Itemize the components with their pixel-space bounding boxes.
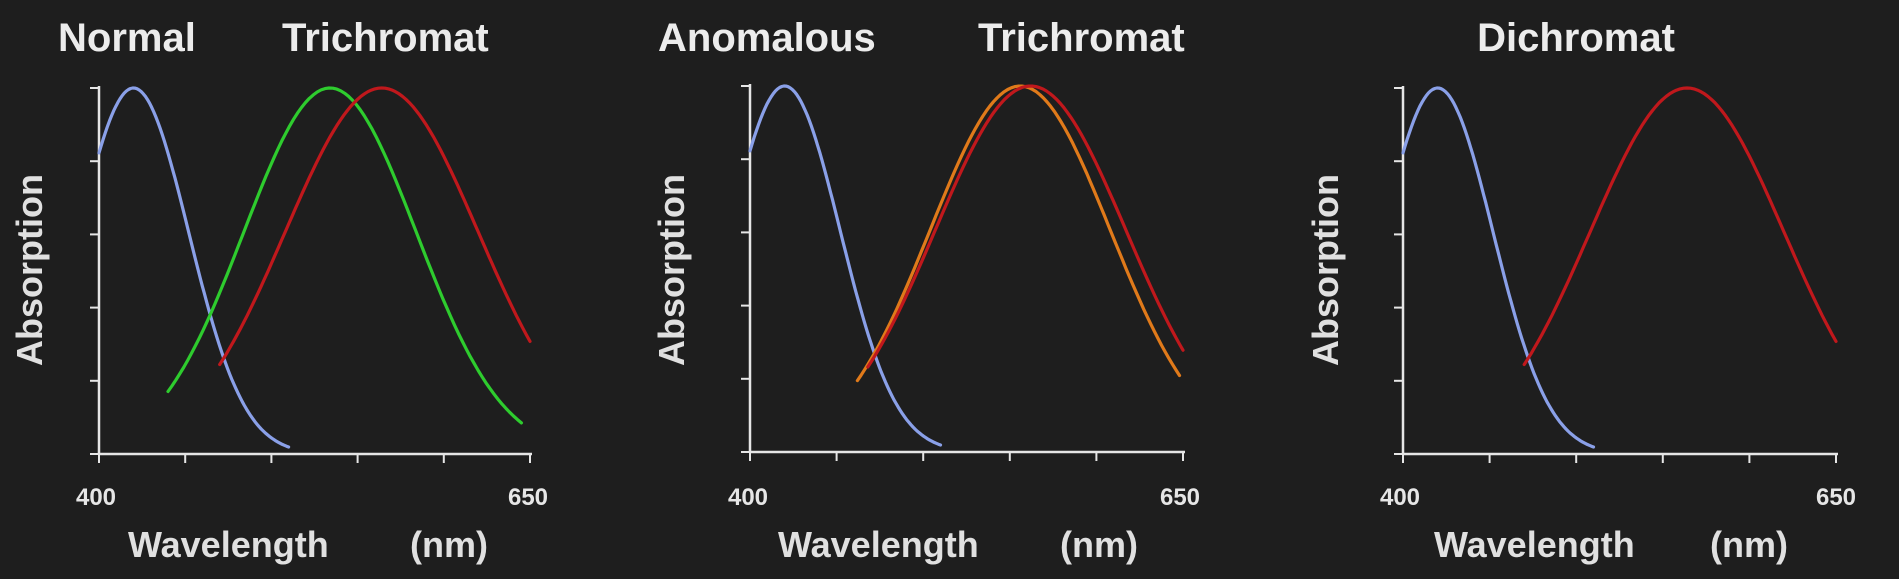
absorption-curve-0: [97, 86, 291, 449]
panel-title-right: Trichromat: [978, 16, 1185, 60]
y-axis-label: Absorption: [651, 174, 692, 366]
chart-panel-dichromat: Dichromat Absorption 400 650 Wavelength …: [1305, 16, 1856, 565]
x-axis-label: Wavelength: [128, 524, 329, 565]
axes-and-curves: [1394, 86, 1838, 463]
chart-panel-anomalous-trichromat: Anomalous Trichromat Absorption 400 650 …: [651, 16, 1200, 565]
panel-title-right: Dichromat: [1477, 16, 1675, 60]
chart-panel-normal-trichromat: Normal Trichromat Absorption 400 650 Wav…: [9, 16, 548, 565]
absorption-curve-2: [218, 86, 532, 367]
panel-title-left: Anomalous: [658, 16, 876, 60]
y-axis-label: Absorption: [1305, 174, 1346, 366]
axes-and-curves: [90, 86, 532, 463]
x-axis-unit: (nm): [410, 524, 488, 565]
x-tick-label-min: 400: [728, 484, 768, 511]
y-axis-label: Absorption: [9, 174, 50, 366]
x-tick-label-max: 650: [1160, 484, 1200, 511]
absorption-curve-1: [166, 86, 523, 425]
absorption-curve-2: [866, 84, 1185, 369]
absorption-curve-1: [855, 84, 1182, 383]
panel-title-left: Normal: [58, 16, 196, 60]
absorption-curve-0: [748, 84, 943, 447]
x-tick-label-max: 650: [508, 484, 548, 511]
x-tick-label-max: 650: [1816, 484, 1856, 511]
absorption-curve-1: [1522, 86, 1838, 367]
x-axis-label: Wavelength: [1434, 524, 1635, 565]
absorption-curve-0: [1401, 86, 1596, 449]
x-axis-unit: (nm): [1710, 524, 1788, 565]
axes-and-curves: [741, 84, 1185, 461]
x-tick-label-min: 400: [1380, 484, 1420, 511]
x-axis-unit: (nm): [1060, 524, 1138, 565]
panel-title-right: Trichromat: [282, 16, 489, 60]
x-tick-label-min: 400: [76, 484, 116, 511]
x-axis-label: Wavelength: [778, 524, 979, 565]
